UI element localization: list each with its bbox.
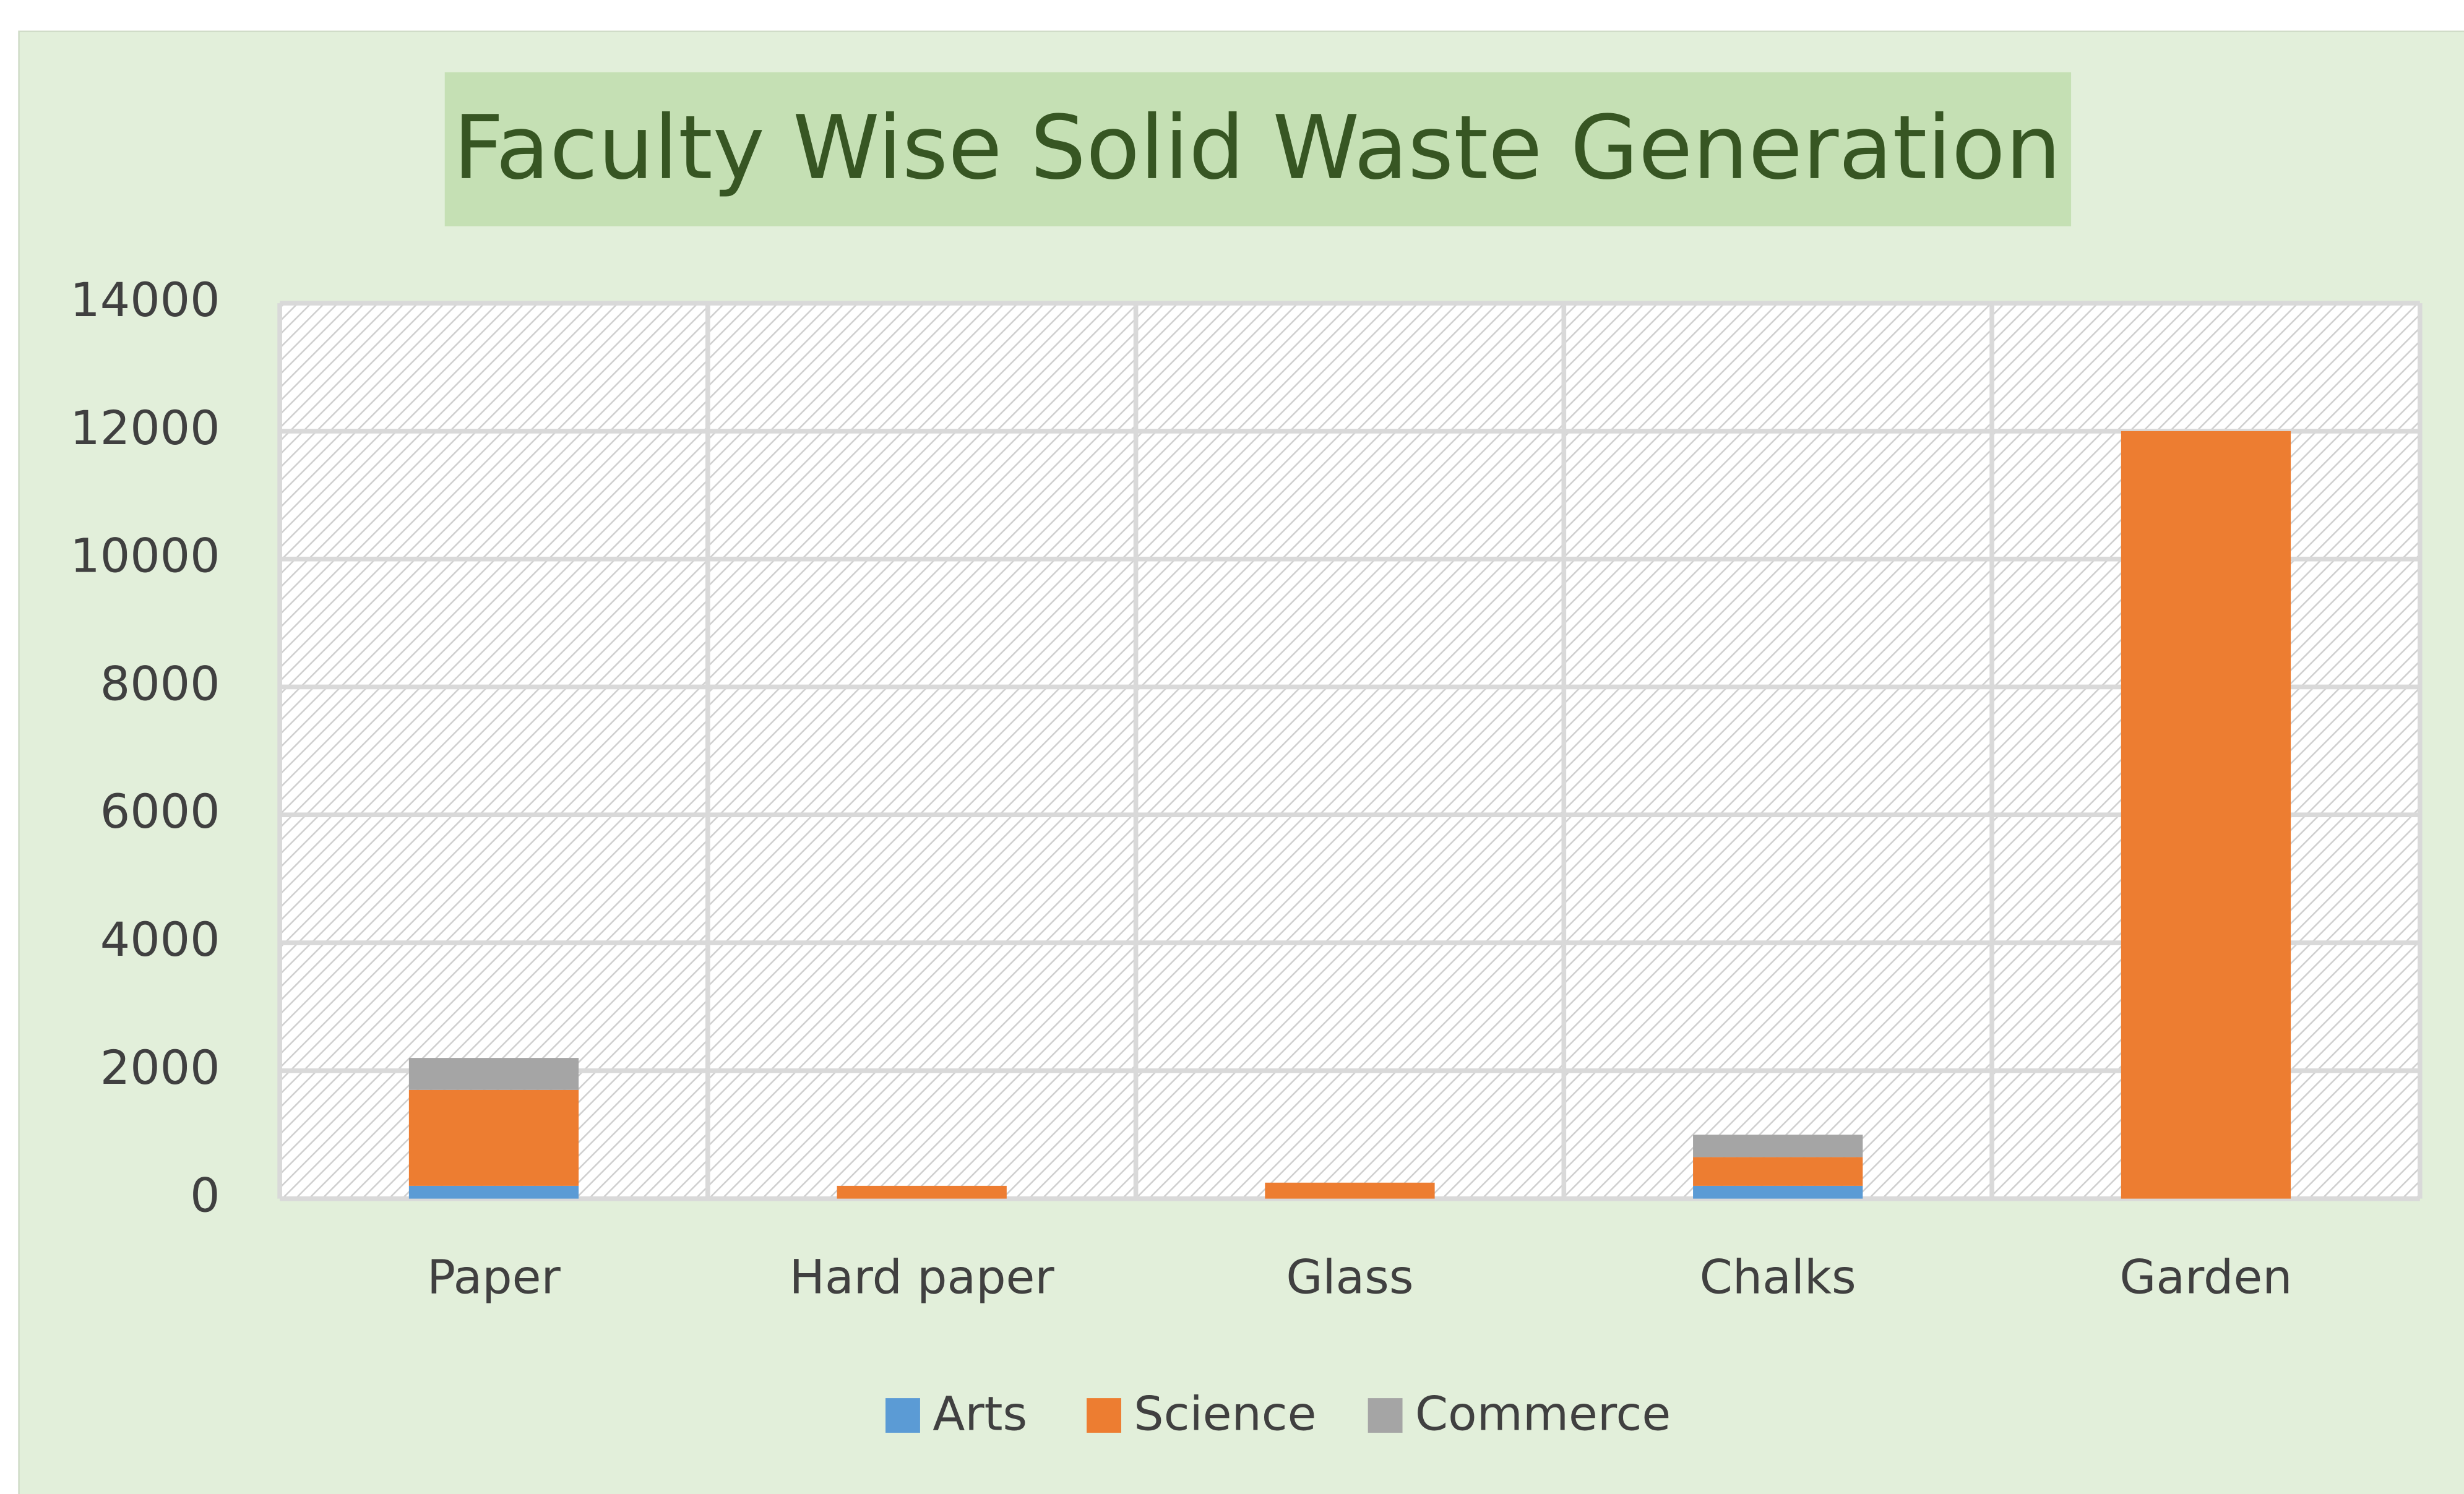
bar-segment <box>837 1185 1007 1199</box>
x-tick-label: Chalks <box>1700 1250 1856 1305</box>
legend-label: Arts <box>933 1386 1027 1441</box>
y-tick-label: 14000 <box>70 272 220 327</box>
bar-segment <box>1693 1185 1863 1199</box>
bar-segment <box>408 1185 579 1199</box>
chart-title: Faculty Wise Solid Waste Generation <box>453 97 2061 199</box>
legend-swatch <box>1368 1398 1403 1433</box>
bar-segment <box>1265 1182 1435 1199</box>
x-tick-label: Hard paper <box>790 1250 1055 1305</box>
legend-label: Commerce <box>1415 1386 1671 1441</box>
y-tick-label: 0 <box>190 1168 220 1223</box>
y-tick-label: 6000 <box>100 784 220 839</box>
bar-segment <box>408 1089 579 1186</box>
x-tick-label: Paper <box>427 1250 561 1305</box>
bar-segment <box>1693 1135 1863 1157</box>
bar-segment <box>1693 1157 1863 1186</box>
x-tick-label: Glass <box>1286 1250 1413 1305</box>
legend-swatch <box>1087 1398 1121 1433</box>
y-tick-label: 12000 <box>70 400 220 455</box>
bar-segment <box>408 1058 579 1090</box>
x-tick-label: Garden <box>2119 1250 2292 1305</box>
bar-segment <box>2121 431 2291 1199</box>
plot-area <box>280 303 2420 1199</box>
y-tick-label: 10000 <box>70 528 220 583</box>
y-tick-label: 8000 <box>100 656 220 711</box>
y-tick-label: 2000 <box>100 1040 220 1095</box>
title-box <box>444 72 2072 226</box>
y-tick-label: 4000 <box>100 912 220 967</box>
legend-swatch <box>885 1398 920 1433</box>
legend-label: Science <box>1134 1386 1316 1441</box>
